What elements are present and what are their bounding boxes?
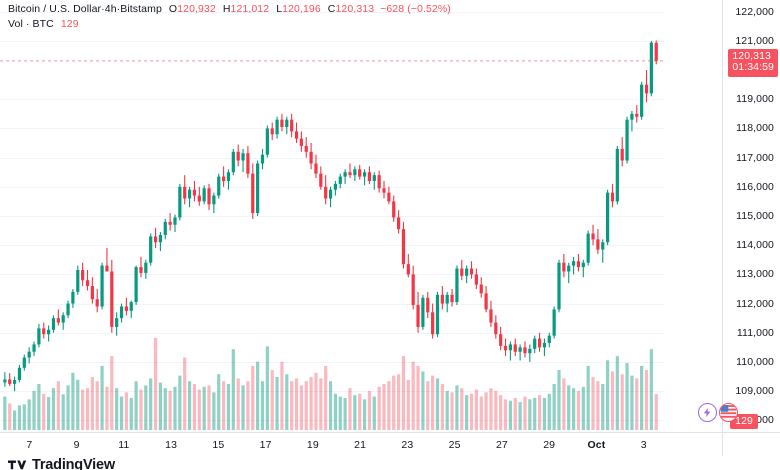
scale-corner — [722, 432, 780, 456]
price-tick-label: 115,000 — [736, 210, 774, 222]
lightning-bolt-icon[interactable] — [698, 403, 717, 422]
time-tick-label: 7 — [26, 439, 33, 451]
time-tick-label: 13 — [165, 439, 178, 451]
time-tick-label: 29 — [543, 439, 556, 451]
price-tick-label: 118,000 — [736, 122, 774, 135]
time-tick-label: 25 — [448, 439, 461, 451]
last-price-badge: 120,313 01:34:59 — [728, 48, 778, 77]
time-tick-label: 27 — [495, 439, 508, 451]
chart-pane[interactable] — [0, 0, 722, 432]
tradingview-wordmark: TradingView — [32, 457, 115, 470]
price-tick-label: 117,000 — [736, 151, 774, 164]
price-tick-label: 122,000 — [735, 5, 774, 18]
price-tick-label: 109,000 — [735, 385, 774, 398]
tradingview-mark-icon — [8, 460, 27, 470]
time-tick-label: 21 — [354, 439, 367, 451]
price-tick-label: 112,000 — [736, 297, 774, 310]
last-price-value: 120,313 — [732, 49, 771, 62]
time-tick-label: 11 — [118, 439, 130, 451]
price-tick-label: 111,000 — [736, 326, 774, 339]
volume-value-badge: 129 — [730, 414, 758, 430]
price-tick-label: 110,000 — [736, 355, 774, 368]
chart-gridlines — [0, 12, 664, 421]
price-tick-label: 116,000 — [736, 180, 774, 193]
bottom-bar — [0, 456, 780, 470]
price-tick-label: 119,000 — [736, 93, 774, 106]
us-flag-icon[interactable] — [719, 403, 738, 422]
price-tick-label: 121,000 — [735, 34, 774, 47]
bar-countdown: 01:34:59 — [732, 61, 774, 74]
time-scale[interactable]: 7 9 11 13 15 17 19 21 23 25 27 29 Oct 3 — [0, 432, 722, 456]
price-tick-label: 114,000 — [736, 239, 774, 252]
time-tick-label: 17 — [259, 439, 272, 451]
time-tick-label: Oct — [587, 439, 606, 451]
time-tick-label: 3 — [640, 439, 647, 451]
candlestick-series — [0, 40, 664, 430]
floating-buttons — [698, 403, 738, 422]
time-tick-label: 19 — [306, 439, 319, 451]
price-tick-label: 113,000 — [736, 268, 774, 281]
time-tick-label: 15 — [212, 439, 225, 451]
time-tick-label: 9 — [73, 439, 80, 451]
tradingview-logo[interactable]: TradingView — [8, 458, 115, 470]
price-scale[interactable]: 129 120,313 01:34:59 122,000 121,000 119,0… — [722, 0, 780, 432]
time-tick-label: 23 — [401, 439, 414, 451]
